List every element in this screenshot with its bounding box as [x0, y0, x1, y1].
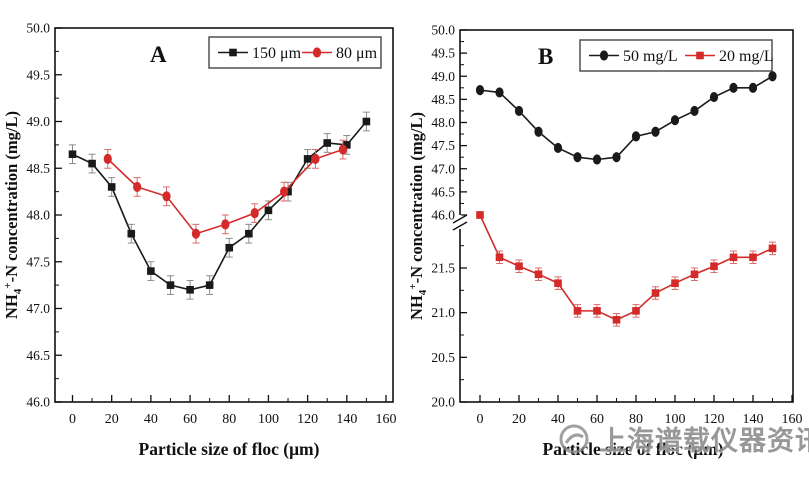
- svg-text:47.0: 47.0: [431, 161, 455, 176]
- svg-text:46.0: 46.0: [26, 395, 50, 410]
- svg-text:20.0: 20.0: [431, 395, 455, 410]
- svg-text:49.5: 49.5: [431, 46, 455, 61]
- panel-label: A: [150, 42, 167, 67]
- legend-label-0: 150 μm: [252, 45, 302, 62]
- svg-text:47.5: 47.5: [26, 254, 50, 269]
- plot-box: [459, 29, 794, 403]
- chart-b-svg: 0 20 40 60 80 100 120 140 160 46.0 46.5 47.0 47.5 48.…: [407, 23, 803, 460]
- svg-text:20.5: 20.5: [431, 350, 455, 365]
- svg-text:60: 60: [590, 412, 604, 427]
- svg-text:48.0: 48.0: [431, 115, 455, 130]
- x-axis: 0 20 40 60 80 100 120 140 160: [477, 395, 803, 427]
- svg-text:80: 80: [222, 412, 236, 427]
- panel-label: B: [538, 44, 553, 69]
- legend-label-1: 20 mg/L: [719, 48, 774, 65]
- svg-text:0: 0: [477, 412, 484, 427]
- svg-text:49.0: 49.0: [26, 114, 50, 129]
- series-50-mg-l: [475, 71, 777, 165]
- chart-a: 0 20 40 60 80 100 120 140 160 46.0 46.5 47.0 47.5 48.…: [0, 0, 405, 477]
- svg-text:20: 20: [512, 412, 526, 427]
- svg-text:46.0: 46.0: [431, 208, 455, 223]
- svg-text:48.0: 48.0: [26, 208, 50, 223]
- svg-text:100: 100: [258, 412, 279, 427]
- svg-text:46.5: 46.5: [431, 184, 455, 199]
- svg-text:46.5: 46.5: [26, 348, 50, 363]
- svg-text:21.5: 21.5: [431, 261, 455, 276]
- svg-text:160: 160: [782, 412, 803, 427]
- svg-text:40: 40: [144, 412, 158, 427]
- x-axis: 0 20 40 60 80 100 120 140 160: [69, 395, 397, 427]
- svg-text:47.0: 47.0: [26, 301, 50, 316]
- x-axis-title: Particle size of floc (μm): [543, 439, 724, 459]
- svg-text:48.5: 48.5: [26, 161, 50, 176]
- axis-break-mark: [452, 214, 468, 224]
- series-150-m: [68, 111, 371, 300]
- series-20-mg-l: [476, 211, 777, 327]
- svg-text:100: 100: [665, 412, 686, 427]
- legend: 50 mg/L 20 mg/L: [579, 39, 774, 72]
- axis-break-mark: [452, 221, 468, 231]
- y-axis-title: NH4+-N concentration (mg/L): [2, 111, 24, 319]
- legend-label-0: 50 mg/L: [623, 48, 678, 65]
- y-axis: 46.0 46.5 47.0 47.5 48.0 48.5 49.0 49.5 50.0: [26, 21, 62, 410]
- x-axis-title: Particle size of floc (μm): [139, 439, 320, 459]
- y-axis-title: NH4+-N concentration (mg/L): [407, 112, 429, 320]
- svg-text:49.5: 49.5: [26, 67, 50, 82]
- chart-a-svg: 0 20 40 60 80 100 120 140 160 46.0 46.5 47.0 47.5 48.…: [2, 21, 397, 460]
- svg-text:120: 120: [704, 412, 725, 427]
- svg-text:60: 60: [183, 412, 197, 427]
- svg-text:21.0: 21.0: [431, 305, 455, 320]
- svg-text:160: 160: [376, 412, 397, 427]
- svg-text:140: 140: [743, 412, 764, 427]
- svg-text:80: 80: [629, 412, 643, 427]
- legend: 150 μm 80 μm: [208, 36, 382, 69]
- svg-text:40: 40: [551, 412, 565, 427]
- legend-label-1: 80 μm: [336, 45, 378, 62]
- y-axis: 46.0 46.5 47.0 47.5 48.0 48.5 49.0 49.5 50.0 20.0…: [431, 23, 467, 410]
- svg-text:20: 20: [105, 412, 119, 427]
- svg-text:120: 120: [297, 412, 318, 427]
- svg-text:47.5: 47.5: [431, 138, 455, 153]
- svg-text:50.0: 50.0: [431, 23, 455, 38]
- series-80-m: [103, 139, 347, 244]
- svg-text:0: 0: [69, 412, 76, 427]
- svg-text:48.5: 48.5: [431, 92, 455, 107]
- svg-text:49.0: 49.0: [431, 69, 455, 84]
- svg-text:140: 140: [336, 412, 357, 427]
- svg-text:50.0: 50.0: [26, 21, 50, 36]
- chart-b: 0 20 40 60 80 100 120 140 160 46.0 46.5 47.0 47.5 48.…: [405, 0, 809, 477]
